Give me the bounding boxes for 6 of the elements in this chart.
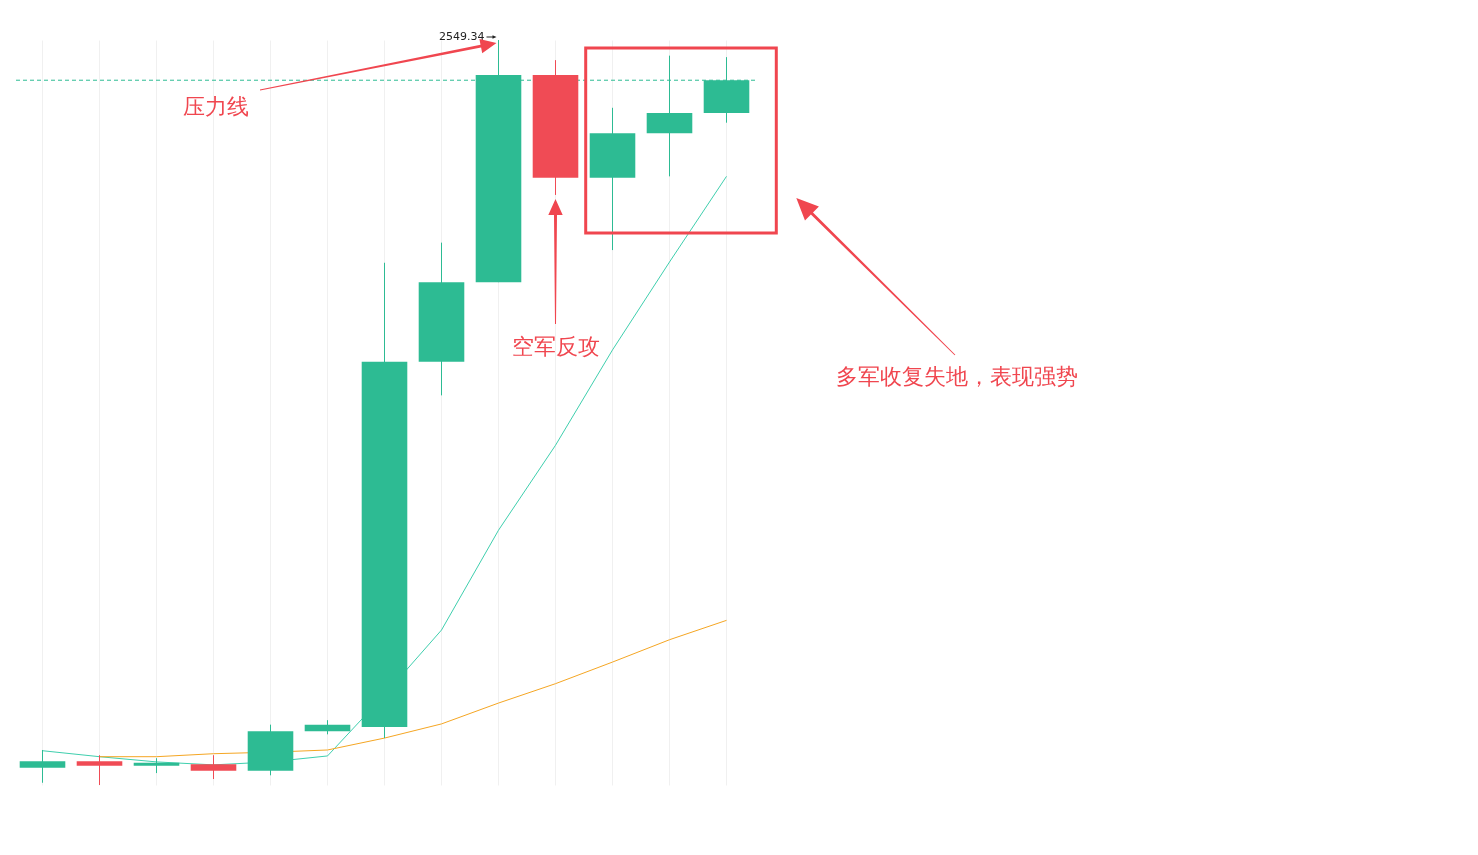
annotation: 空军反攻 [511, 334, 600, 359]
candlestick [19, 749, 66, 784]
text: 多军收复失地，表现强势 [836, 364, 1078, 389]
annotation: 2549.34 [439, 30, 485, 43]
annotation: 压力线 [183, 94, 249, 119]
candlestick [76, 754, 123, 786]
